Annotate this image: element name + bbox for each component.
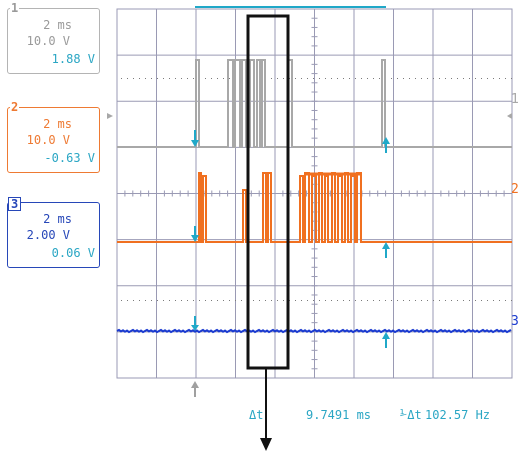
- channel-1-volts: 10.0 V: [26, 34, 70, 48]
- channel-3-timebase: 2 ms: [43, 212, 72, 226]
- channel-2-offset: -0.63 V: [44, 151, 95, 165]
- channel-1-number: 1: [10, 1, 20, 16]
- channel-3-info[interactable]: 3 2 ms 2.00 V 0.06 V: [7, 197, 100, 268]
- freq-value: 102.57 Hz: [425, 408, 491, 422]
- channel-1-offset: 1.88 V: [51, 52, 95, 66]
- freq-label: ⅟Δt: [400, 408, 422, 422]
- channel-1-ground-marker[interactable]: [107, 113, 113, 119]
- channel-2-number: 2: [10, 100, 20, 115]
- channel-3-number: 3: [8, 197, 22, 211]
- right-marker-3[interactable]: 3: [511, 314, 518, 329]
- channel-2-timebase: 2 ms: [43, 117, 72, 131]
- channel-1-right-arrow[interactable]: [507, 113, 512, 119]
- delta-t-value: 9.7491 ms: [306, 408, 372, 422]
- channel-1-info[interactable]: 1 2 ms 10.0 V 1.88 V: [7, 1, 100, 74]
- channel-3-trace: [116, 328, 512, 334]
- channel-2-volts: 10.0 V: [26, 133, 70, 147]
- channel-1-timebase: 2 ms: [43, 18, 72, 32]
- delta-t-label: Δt: [249, 408, 264, 422]
- right-marker-2[interactable]: 2: [511, 182, 518, 197]
- trigger-position-marker[interactable]: [191, 381, 199, 397]
- channel-3-volts: 2.00 V: [26, 228, 70, 242]
- pointer-arrowhead: [260, 438, 272, 451]
- channel-3-offset: 0.06 V: [51, 246, 95, 260]
- scope-grid: [116, 8, 513, 379]
- cursor-markers[interactable]: [191, 130, 390, 348]
- channel-2-info[interactable]: 2 2 ms 10.0 V -0.63 V: [7, 100, 100, 173]
- right-marker-1[interactable]: 1: [511, 92, 518, 107]
- highlight-box: [246, 14, 290, 370]
- channel-1-trace: [117, 59, 512, 148]
